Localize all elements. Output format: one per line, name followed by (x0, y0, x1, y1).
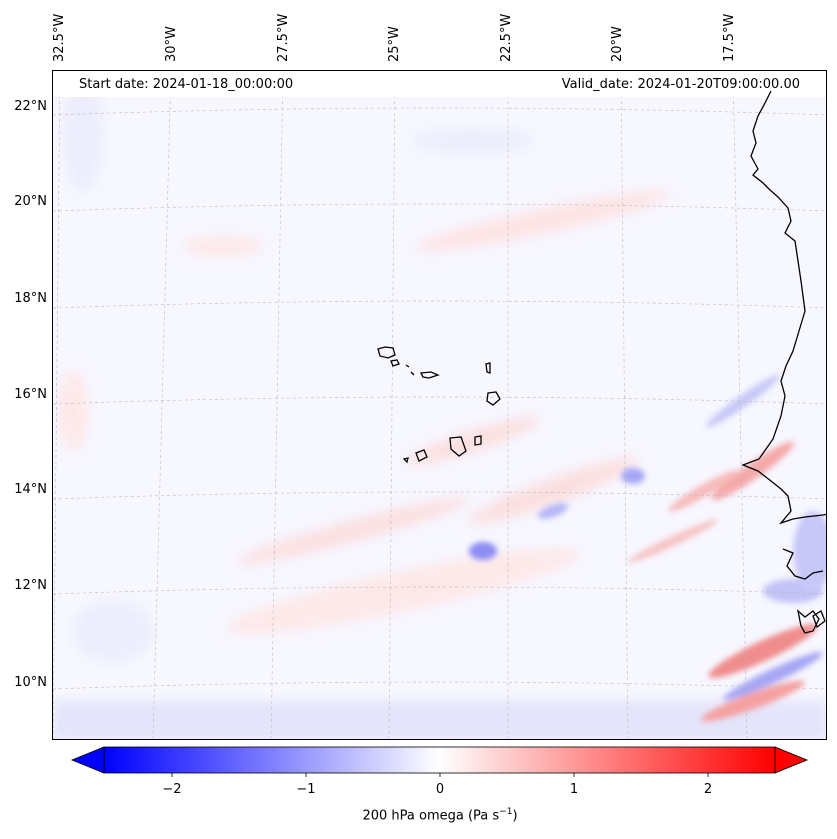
lon-label-27-5w: 27.5°W (276, 13, 291, 62)
colorbar-label-exponent: −1 (499, 807, 513, 817)
pink-streak (468, 458, 638, 524)
red-streak (701, 680, 805, 722)
gridline-14n (53, 491, 826, 500)
island-coast (812, 610, 826, 629)
pink-streak (226, 548, 580, 634)
red-streak (708, 624, 818, 678)
pink-streak (415, 191, 671, 251)
blue-patch (63, 71, 103, 191)
start-date-label: Start date: 2024-01-18_00:00:00 (79, 77, 294, 92)
field-background (53, 71, 826, 739)
lon-label-22-5w: 22.5°W (499, 13, 514, 62)
gridline-18n (53, 300, 826, 309)
lat-label-12n: 12°N (14, 578, 47, 593)
lon-label-20w: 20°W (610, 26, 625, 62)
lat-label-22n: 22°N (14, 99, 47, 114)
gridline-32-5w (53, 71, 61, 739)
colorbar-max-arrow (774, 746, 809, 774)
blue-patch (793, 511, 826, 591)
gridline-25w (388, 71, 396, 739)
header-strip (53, 71, 826, 97)
island-maio (474, 435, 482, 446)
gridline-12n (53, 586, 826, 595)
pink-patch (58, 371, 88, 451)
island-santa-luzia (405, 364, 410, 368)
colorbar-label-text: 200 hPa omega (Pa s (362, 808, 500, 824)
colorbar-tick-marks (171, 773, 709, 777)
omega-field-map (53, 71, 826, 739)
blue-core (537, 503, 569, 519)
island-brava (402, 457, 409, 464)
lon-label-32-5w: 32.5°W (52, 13, 67, 62)
gridline-10n (53, 681, 826, 690)
blue-core (621, 468, 645, 484)
pink-streak (237, 498, 469, 564)
blue-patch (73, 601, 153, 661)
colorbar-label-close: ) (512, 808, 518, 824)
gridline-22n (53, 107, 826, 116)
island-sao-nicolau (419, 371, 440, 379)
colorbar-outline (103, 746, 776, 774)
africa-coastline (741, 90, 826, 525)
colorbar-tick-label: 2 (703, 782, 713, 797)
colorbar-tick-label: −2 (162, 782, 182, 797)
gridline-16n (53, 396, 826, 405)
pink-patch (183, 236, 263, 256)
blue-core (469, 542, 497, 560)
lat-label-14n: 14°N (14, 482, 47, 497)
lat-label-18n: 18°N (14, 291, 47, 306)
gridline-20w (620, 71, 629, 739)
blue-streak (723, 651, 823, 701)
red-streak (627, 519, 719, 563)
island-sal (485, 362, 491, 374)
colorbar-tick-label: 0 (435, 782, 445, 797)
colorbar-tick-label: 1 (569, 782, 579, 797)
gridline-17-5w (732, 71, 748, 739)
colorbar-min-arrow (70, 746, 105, 774)
island-santiago (449, 436, 467, 457)
lat-label-10n: 10°N (14, 675, 47, 690)
valid-date-label: Valid_date: 2024-01-20T09:00:00.00 (561, 77, 800, 92)
gridline-27-5w (270, 71, 284, 739)
senegal-coast (782, 548, 824, 580)
red-streak (668, 470, 738, 512)
colorbar-body (104, 747, 775, 773)
coastline (741, 90, 826, 634)
lon-label-25w: 25°W (387, 26, 402, 62)
colorbar-label: 200 hPa omega (Pa s−1) (362, 807, 517, 823)
blue-patch (413, 129, 533, 153)
lon-label-17-5w: 17.5°W (722, 13, 737, 62)
island-santo-antao (377, 346, 396, 359)
map-panel (52, 70, 827, 740)
pink-streak (406, 417, 540, 465)
lat-label-16n: 16°N (14, 387, 47, 402)
island-boa-vista (486, 391, 501, 406)
island-branco (410, 371, 415, 376)
lon-label-30w: 30°W (164, 26, 179, 62)
field-patches (58, 71, 671, 661)
island-fogo (415, 449, 428, 462)
colorbar-tick-label: −1 (296, 782, 316, 797)
red-streak (711, 441, 795, 501)
gridline-30w (152, 71, 172, 739)
southern-blue-band (53, 701, 826, 739)
graticule (53, 71, 826, 739)
gridline-20n (53, 203, 826, 212)
lat-label-20n: 20°N (14, 194, 47, 209)
cape-verde-islands (377, 346, 501, 464)
colorbar (70, 746, 809, 777)
island-sao-vicente (390, 359, 400, 367)
